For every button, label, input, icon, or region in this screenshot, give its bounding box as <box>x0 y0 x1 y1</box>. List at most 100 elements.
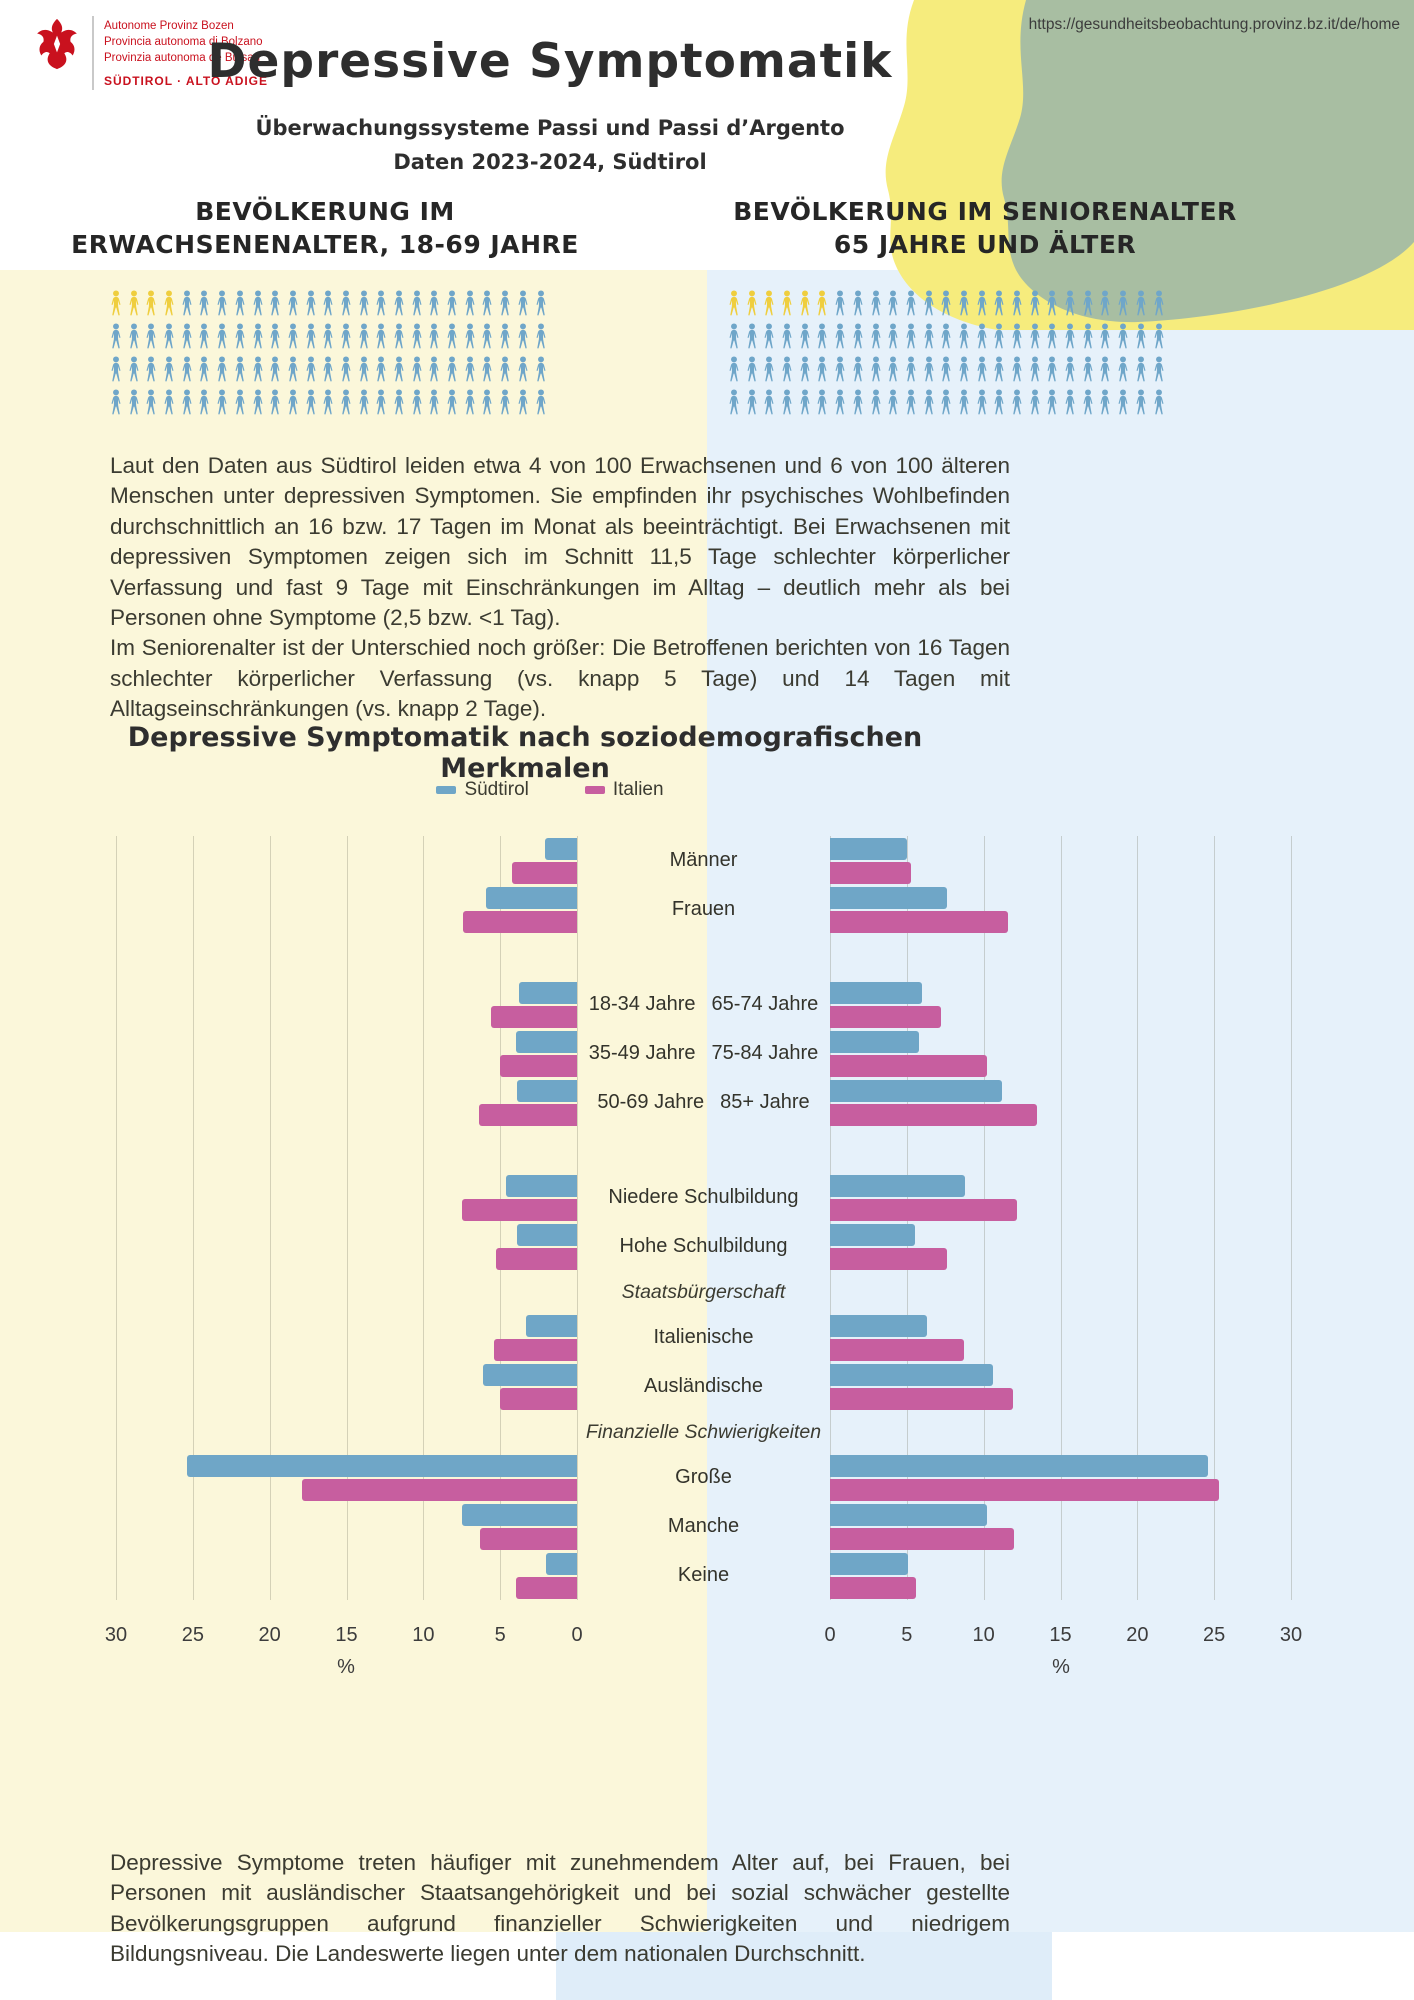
adults-bars <box>116 1222 577 1271</box>
row-labels: 35-49 Jahre 75-84 Jahre <box>577 1029 830 1078</box>
bar-suedtirol <box>830 1079 1003 1102</box>
person-icon <box>303 288 321 319</box>
person-icon <box>1044 387 1062 418</box>
person-icon <box>1009 354 1027 385</box>
bar-suedtirol <box>830 1363 993 1386</box>
gridline <box>269 836 271 1600</box>
bar-italien <box>515 1576 577 1599</box>
person-icon <box>391 288 409 319</box>
person-icon <box>143 321 161 352</box>
axis-tick: 30 <box>104 1624 128 1646</box>
page-title: Depressive Symptomatik <box>207 34 893 89</box>
person-icon <box>409 288 427 319</box>
adults-bars <box>116 980 577 1029</box>
person-icon <box>1027 288 1045 319</box>
person-icon-highlighted <box>814 288 832 319</box>
person-icon <box>479 288 497 319</box>
adults-bars <box>116 1453 577 1502</box>
axis-tick: 25 <box>1203 1624 1226 1646</box>
person-icon <box>797 321 815 352</box>
person-icon <box>850 321 868 352</box>
person-icon <box>1097 354 1115 385</box>
axis-tick: 0 <box>571 1624 583 1646</box>
bar-italien <box>500 1054 577 1077</box>
person-icon <box>338 321 356 352</box>
pictogram-row <box>726 288 1170 321</box>
bar-italien <box>830 1198 1018 1221</box>
bar-suedtirol <box>515 1030 577 1053</box>
person-icon <box>991 288 1009 319</box>
person-icon <box>1151 288 1169 319</box>
gridline <box>1214 836 1216 1600</box>
person-icon <box>1062 354 1080 385</box>
seniors-bars <box>830 836 1291 885</box>
seniors-section-header: BEVÖLKERUNG IM SENIORENALTER 65 JAHRE UN… <box>705 196 1265 261</box>
person-icon <box>179 321 197 352</box>
adults-bars <box>116 1029 577 1078</box>
axis-tick: 30 <box>1279 1624 1303 1646</box>
adults-bars <box>116 1551 577 1600</box>
person-icon <box>126 321 144 352</box>
person-icon <box>868 288 886 319</box>
row-labels: Hohe Schulbildung <box>577 1222 830 1271</box>
person-icon <box>921 354 939 385</box>
chart-row: Italienische <box>116 1313 1291 1362</box>
person-icon <box>161 321 179 352</box>
person-icon <box>1133 321 1151 352</box>
person-icon <box>196 288 214 319</box>
bar-italien <box>830 861 912 884</box>
person-icon <box>161 354 179 385</box>
person-icon <box>356 321 374 352</box>
chart-row: Hohe Schulbildung <box>116 1222 1291 1271</box>
person-icon <box>761 321 779 352</box>
person-icon <box>797 354 815 385</box>
bar-suedtirol <box>526 1314 577 1337</box>
row-label: Niedere Schulbildung <box>608 1186 799 1208</box>
person-icon <box>320 387 338 418</box>
person-icon <box>814 387 832 418</box>
person-icon <box>868 321 886 352</box>
bar-suedtirol <box>186 1454 577 1477</box>
pictogram-row <box>726 321 1170 354</box>
person-icon <box>126 387 144 418</box>
pictogram-row <box>726 354 1170 387</box>
person-icon <box>426 387 444 418</box>
bar-suedtirol <box>544 837 577 860</box>
person-icon <box>108 321 126 352</box>
row-labels: Manche <box>577 1502 830 1551</box>
bar-suedtirol <box>546 1552 577 1575</box>
person-icon <box>1044 321 1062 352</box>
axis-tick: 20 <box>258 1624 281 1646</box>
person-icon <box>196 354 214 385</box>
person-icon <box>1097 387 1115 418</box>
person-icon <box>726 354 744 385</box>
seniors-background-panel <box>707 270 1414 1932</box>
diverging-bar-chart: Männer Frauen 18-34 Jahre 65-74 Jahre 35-49 … <box>105 836 1302 1696</box>
chart-row: Große <box>116 1453 1291 1502</box>
person-icon <box>1062 387 1080 418</box>
seniors-bars <box>830 1222 1291 1271</box>
seniors-bars <box>830 1313 1291 1362</box>
main-paragraph-2: Im Seniorenalter ist der Unterschied noc… <box>110 635 1010 722</box>
person-icon <box>850 288 868 319</box>
gridline <box>423 836 425 1600</box>
bar-suedtirol <box>830 837 907 860</box>
adults-bars <box>116 1502 577 1551</box>
row-label-seniors: 75-84 Jahre <box>711 1042 819 1064</box>
person-icon <box>214 387 232 418</box>
row-label: Hohe Schulbildung <box>619 1235 788 1257</box>
bar-italien <box>830 1005 941 1028</box>
row-labels: 18-34 Jahre 65-74 Jahre <box>577 980 830 1029</box>
main-text-block: Laut den Daten aus Südtirol leiden etwa … <box>110 451 1010 725</box>
gridline <box>192 836 194 1600</box>
person-icon <box>921 321 939 352</box>
seniors-bars <box>830 1173 1291 1222</box>
person-icon <box>515 321 533 352</box>
person-icon <box>250 321 268 352</box>
row-label-seniors: 65-74 Jahre <box>711 993 819 1015</box>
person-icon <box>956 387 974 418</box>
legend-swatch-suedtirol <box>436 786 457 794</box>
pictogram-row <box>726 387 1170 420</box>
person-icon <box>533 288 551 319</box>
chart-title: Depressive Symptomatik nach soziodemogra… <box>127 722 923 784</box>
